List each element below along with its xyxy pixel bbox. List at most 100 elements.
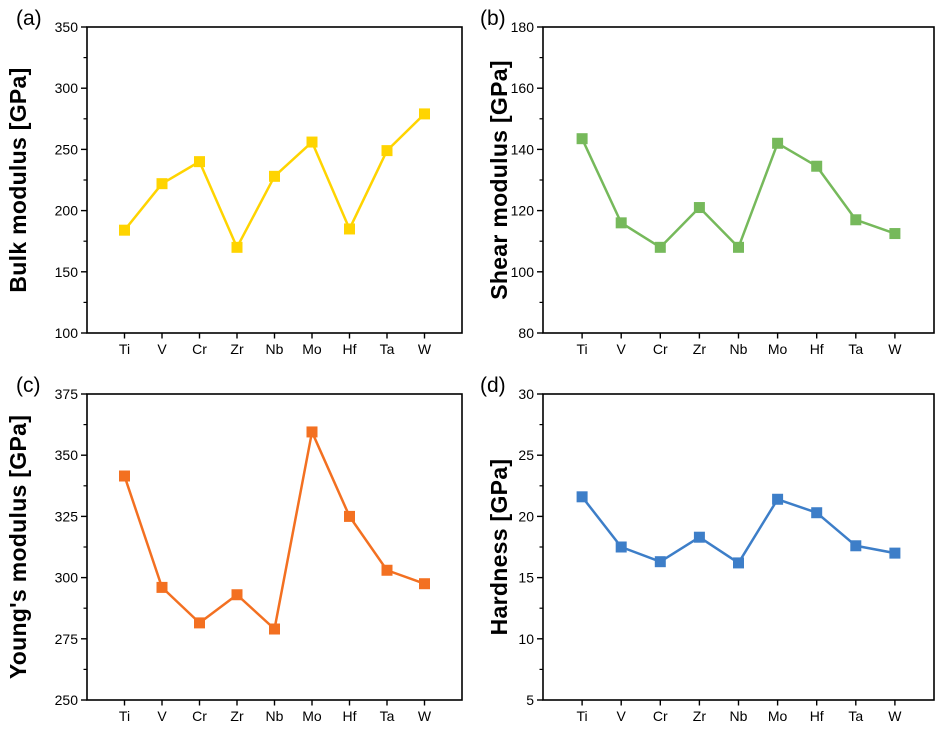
chart-youngs-modulus: 250 275 300 325 350 375 Ti V Cr Zr Nb Mo Hf Ta W: [55, 386, 463, 724]
svg-text:W: W: [418, 708, 432, 724]
svg-text:80: 80: [518, 325, 534, 341]
panel-bulk-modulus: (a) Bulk modulus [GPa] 100 150 200 250 300 35…: [0, 0, 473, 367]
series-line: [580, 137, 897, 249]
data-point-marker: [381, 145, 393, 157]
svg-text:Mo: Mo: [768, 708, 788, 724]
axes-group: 5 10 15 20 25 30 Ti V Cr Zr Nb Mo Hf Ta W: [518, 386, 935, 724]
data-point-marker: [306, 426, 318, 438]
svg-text:20: 20: [518, 508, 534, 524]
svg-text:V: V: [617, 708, 627, 724]
svg-text:Ti: Ti: [577, 708, 588, 724]
svg-text:150: 150: [55, 264, 79, 280]
axes-group: 100 150 200 250 300 350 Ti V Cr Zr Nb Mo Hf Ta W: [55, 19, 463, 357]
data-series-group: [576, 133, 901, 253]
data-series-group: [576, 491, 901, 569]
axes-group: 80 100 120 140 160 180 Ti V Cr Zr Nb Mo Hf Ta W: [511, 19, 935, 357]
svg-text:V: V: [157, 341, 167, 357]
data-point-marker: [419, 108, 430, 120]
svg-text:25: 25: [518, 447, 534, 463]
data-point-marker: [733, 241, 744, 253]
svg-text:Ta: Ta: [380, 341, 395, 357]
data-point-marker: [306, 136, 318, 148]
data-point-marker: [615, 217, 627, 229]
data-point-marker: [733, 557, 744, 569]
svg-text:Cr: Cr: [653, 708, 668, 724]
svg-text:Ta: Ta: [380, 708, 395, 724]
panel-hardness: (d) Hardness [GPa] 5 10 15 20 25 30 Ti V Cr Zr Nb M…: [473, 367, 947, 734]
svg-text:5: 5: [526, 692, 534, 708]
svg-text:Ti: Ti: [119, 341, 130, 357]
series-line: [580, 495, 897, 565]
svg-text:Mo: Mo: [302, 708, 322, 724]
svg-text:Mo: Mo: [768, 341, 788, 357]
data-point-marker: [772, 137, 784, 149]
svg-text:350: 350: [55, 447, 79, 463]
svg-text:250: 250: [55, 141, 79, 157]
svg-text:Nb: Nb: [730, 708, 748, 724]
svg-text:10: 10: [518, 631, 534, 647]
svg-text:325: 325: [55, 508, 79, 524]
svg-text:Cr: Cr: [192, 341, 207, 357]
svg-text:Zr: Zr: [230, 708, 244, 724]
data-point-marker: [850, 540, 862, 552]
svg-text:Zr: Zr: [230, 341, 244, 357]
data-point-marker: [119, 224, 130, 236]
svg-text:Mo: Mo: [302, 341, 322, 357]
svg-text:140: 140: [511, 141, 535, 157]
data-point-marker: [811, 160, 823, 172]
svg-text:Hf: Hf: [343, 708, 357, 724]
svg-text:W: W: [418, 341, 432, 357]
panel-letter-c: (c): [16, 374, 41, 397]
data-point-marker: [772, 493, 784, 505]
svg-text:Zr: Zr: [693, 708, 707, 724]
data-point-marker: [381, 564, 393, 576]
data-point-marker: [269, 623, 280, 635]
data-point-marker: [344, 223, 355, 235]
svg-text:Ta: Ta: [848, 708, 863, 724]
svg-text:W: W: [888, 708, 902, 724]
panel-youngs-modulus: (c) Young's modulus [GPa] 250 275 300 325 35…: [0, 367, 473, 734]
svg-text:Hf: Hf: [810, 341, 824, 357]
svg-text:Hf: Hf: [810, 708, 824, 724]
chart-hardness: 5 10 15 20 25 30 Ti V Cr Zr Nb Mo Hf Ta W: [518, 386, 935, 724]
panel-letter-b: (b): [480, 7, 506, 30]
data-point-marker: [576, 133, 588, 145]
panel-shear-modulus: (b) Shear modulus [GPa] 80 100 120 140 160 18…: [473, 0, 947, 367]
svg-text:200: 200: [55, 203, 79, 219]
series-line: [123, 430, 426, 631]
data-point-marker: [344, 510, 355, 522]
data-point-marker: [194, 617, 205, 629]
data-point-marker: [576, 491, 588, 503]
data-point-marker: [811, 507, 823, 519]
data-point-marker: [889, 228, 901, 240]
chart-bulk-modulus: 100 150 200 250 300 350 Ti V Cr Zr Nb Mo Hf Ta W: [55, 19, 463, 357]
svg-text:V: V: [617, 341, 627, 357]
svg-text:V: V: [157, 708, 167, 724]
svg-text:Ta: Ta: [848, 341, 863, 357]
data-point-marker: [119, 470, 130, 482]
data-point-marker: [693, 531, 705, 543]
svg-text:275: 275: [55, 631, 79, 647]
svg-text:100: 100: [511, 264, 535, 280]
svg-text:Nb: Nb: [266, 708, 284, 724]
svg-text:W: W: [888, 341, 902, 357]
data-point-marker: [269, 170, 280, 182]
data-point-marker: [889, 547, 901, 559]
data-point-marker: [615, 541, 627, 553]
svg-text:Ti: Ti: [577, 341, 588, 357]
data-point-marker: [654, 556, 666, 568]
data-point-marker: [654, 241, 666, 253]
svg-text:15: 15: [518, 570, 534, 586]
data-point-marker: [419, 578, 430, 590]
svg-text:160: 160: [511, 80, 535, 96]
panel-letter-d: (d): [480, 374, 506, 397]
svg-text:Cr: Cr: [192, 708, 207, 724]
svg-text:180: 180: [511, 19, 535, 35]
data-point-marker: [231, 589, 243, 601]
svg-text:375: 375: [55, 386, 79, 402]
panel-letter-a: (a): [16, 7, 42, 30]
svg-text:300: 300: [55, 80, 79, 96]
svg-text:Zr: Zr: [693, 341, 707, 357]
svg-text:Cr: Cr: [653, 341, 668, 357]
